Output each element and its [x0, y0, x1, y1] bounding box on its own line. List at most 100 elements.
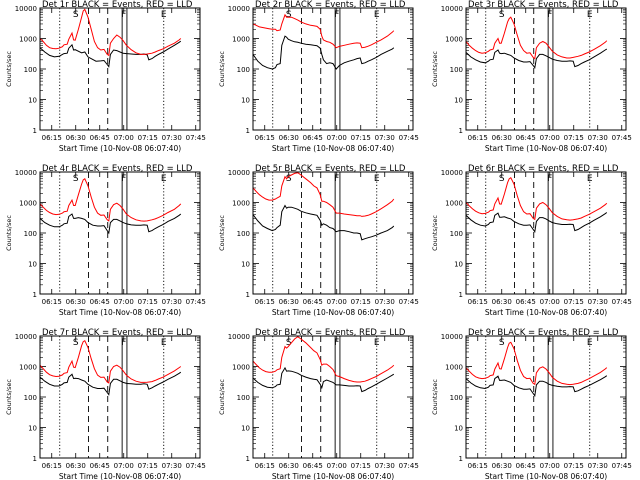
x-tick-label: 07:00: [114, 134, 134, 142]
y-tick-label: 1: [33, 291, 37, 299]
y-tick-label: 100: [450, 230, 463, 238]
plot-frame: [465, 7, 627, 131]
y-axis-label: Counts/sec: [431, 379, 439, 415]
x-tick-label: 07:15: [351, 298, 371, 306]
y-tick-label: 1: [246, 455, 250, 463]
series-line-lld: [253, 13, 395, 49]
x-tick-label: 06:15: [42, 462, 62, 470]
x-tick-label: 07:30: [588, 462, 608, 470]
x-tick-label: 06:45: [303, 134, 323, 142]
interval-letter: S: [286, 174, 292, 184]
interval-letter: E: [374, 338, 380, 348]
x-tick-label: 06:45: [516, 298, 536, 306]
panel-title: Det 1r BLACK = Events, RED = LLD: [42, 0, 193, 10]
panel-title: Det 4r BLACK = Events, RED = LLD: [42, 164, 193, 174]
x-tick-label: 06:30: [492, 134, 512, 142]
y-tick-label: 100: [24, 230, 37, 238]
y-tick-label: 1000: [232, 364, 250, 372]
x-tick-label: 07:15: [564, 134, 584, 142]
series-line-lld: [40, 339, 182, 384]
x-tick-label: 06:15: [255, 462, 275, 470]
y-tick-label: 1: [459, 455, 463, 463]
x-tick-label: 06:30: [66, 462, 86, 470]
y-tick-label: 100: [450, 66, 463, 74]
y-tick-label: 10000: [15, 169, 37, 177]
y-tick-label: 10: [28, 425, 37, 433]
detector-panel-4: Det 4r BLACK = Events, RED = LLD Counts/s…: [5, 164, 206, 317]
x-tick-label: 07:00: [540, 298, 560, 306]
x-tick-label: 07:00: [540, 462, 560, 470]
y-tick-label: 1000: [19, 200, 37, 208]
y-tick-label: 10000: [228, 169, 250, 177]
x-tick-label: 06:30: [492, 298, 512, 306]
x-tick-label: 06:45: [516, 134, 536, 142]
y-axis-label: Counts/sec: [5, 215, 13, 251]
x-tick-label: 06:30: [66, 134, 86, 142]
x-tick-label: 07:15: [351, 462, 371, 470]
x-tick-label: 07:15: [138, 462, 158, 470]
x-tick-label: 06:15: [42, 298, 62, 306]
x-tick-label: 07:30: [375, 134, 395, 142]
plot-frame: [252, 171, 414, 295]
plot-frame: [39, 335, 201, 459]
detector-panel-1: Det 1r BLACK = Events, RED = LLD Counts/s…: [5, 0, 206, 153]
x-tick-label: 07:00: [114, 298, 134, 306]
x-tick-label: 07:00: [327, 134, 347, 142]
detector-panel-3: Det 3r BLACK = Events, RED = LLD Counts/s…: [431, 0, 632, 153]
x-axis-label: Start Time (10-Nov-08 06:07:40): [59, 308, 181, 317]
interval-letter: F: [334, 174, 339, 184]
y-tick-label: 10000: [441, 169, 463, 177]
x-axis-label: Start Time (10-Nov-08 06:07:40): [485, 308, 607, 317]
interval-letter: S: [286, 338, 292, 348]
x-tick-label: 06:30: [279, 462, 299, 470]
y-tick-label: 1: [246, 127, 250, 135]
y-axis-label: Counts/sec: [5, 51, 13, 87]
plot-frame: [465, 171, 627, 295]
y-tick-label: 10000: [15, 5, 37, 13]
interval-letter: S: [73, 174, 79, 184]
x-tick-label: 07:15: [138, 134, 158, 142]
series-line-lld: [40, 178, 182, 222]
series-line-events: [253, 366, 395, 393]
plot-frame: [252, 335, 414, 459]
plot-frame: [465, 335, 627, 459]
x-tick-label: 07:30: [375, 462, 395, 470]
x-tick-label: 07:30: [375, 298, 395, 306]
interval-letter: E: [587, 338, 593, 348]
y-axis-label: Counts/sec: [218, 379, 226, 415]
panel-title: Det 2r BLACK = Events, RED = LLD: [255, 0, 406, 10]
y-tick-label: 10: [454, 261, 463, 269]
x-tick-label: 07:45: [612, 298, 632, 306]
panel-title: Det 9r BLACK = Events, RED = LLD: [468, 328, 619, 338]
y-tick-label: 100: [24, 66, 37, 74]
interval-letter: F: [121, 174, 126, 184]
x-tick-label: 07:00: [114, 462, 134, 470]
y-tick-label: 1: [33, 455, 37, 463]
y-tick-label: 1: [33, 127, 37, 135]
y-tick-label: 100: [450, 394, 463, 402]
y-axis-label: Counts/sec: [218, 51, 226, 87]
x-tick-label: 06:15: [255, 134, 275, 142]
interval-letter: S: [73, 338, 79, 348]
y-tick-label: 100: [24, 394, 37, 402]
y-tick-label: 10000: [15, 333, 37, 341]
interval-letter: E: [161, 174, 167, 184]
x-axis-label: Start Time (10-Nov-08 06:07:40): [272, 472, 394, 480]
y-tick-label: 10: [241, 425, 250, 433]
y-tick-label: 1000: [232, 200, 250, 208]
x-tick-label: 07:30: [162, 134, 182, 142]
y-tick-label: 10000: [441, 333, 463, 341]
x-tick-label: 06:30: [492, 462, 512, 470]
x-tick-label: 07:15: [138, 298, 158, 306]
detector-panel-8: Det 8r BLACK = Events, RED = LLD Counts/s…: [218, 328, 419, 480]
x-tick-label: 06:30: [66, 298, 86, 306]
panel-title: Det 3r BLACK = Events, RED = LLD: [468, 0, 619, 10]
interval-letter: S: [499, 10, 505, 20]
y-tick-label: 10000: [228, 5, 250, 13]
x-tick-label: 06:15: [468, 462, 488, 470]
interval-letter: E: [161, 10, 167, 20]
x-tick-label: 06:45: [303, 298, 323, 306]
x-axis-label: Start Time (10-Nov-08 06:07:40): [272, 144, 394, 153]
interval-letter: E: [587, 174, 593, 184]
interval-letter: S: [499, 338, 505, 348]
